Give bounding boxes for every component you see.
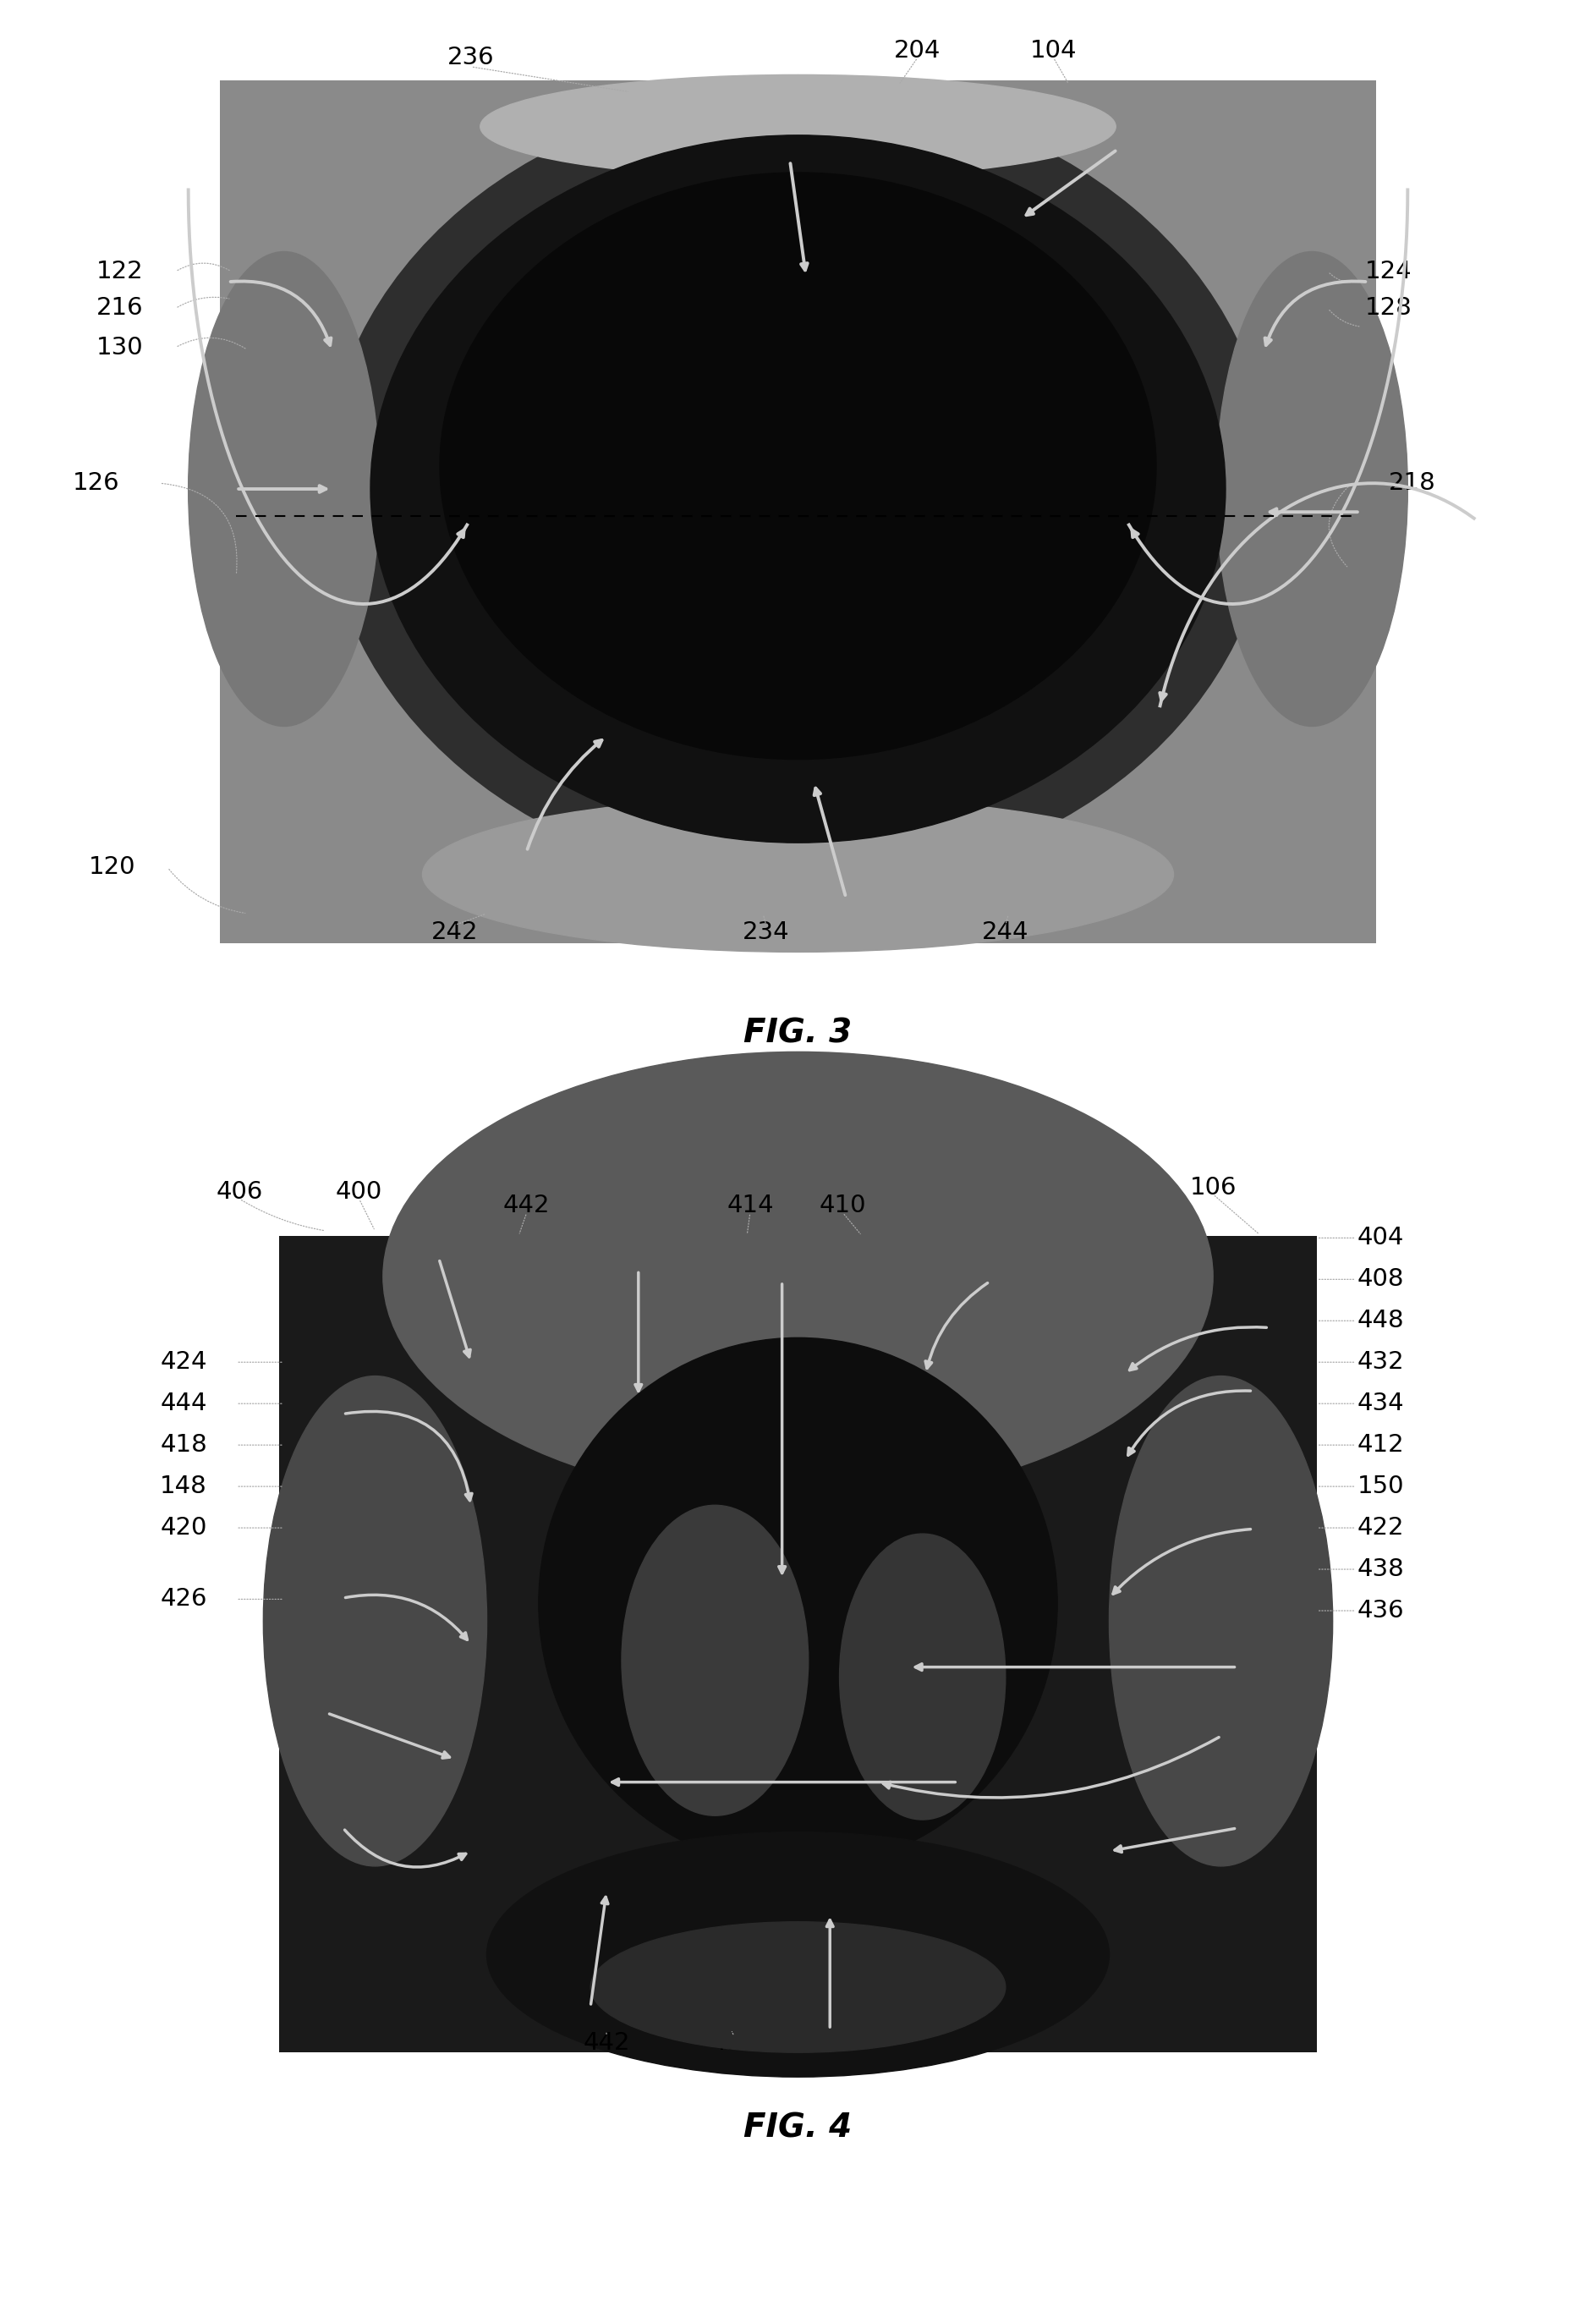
Ellipse shape [480, 76, 1116, 177]
Text: 432: 432 [1357, 1351, 1404, 1374]
Ellipse shape [324, 92, 1272, 886]
Text: 216: 216 [96, 297, 144, 320]
Text: 404: 404 [1357, 1226, 1404, 1249]
Text: 414: 414 [726, 1194, 774, 1217]
Text: 148: 148 [160, 1475, 207, 1498]
Text: 236: 236 [447, 46, 495, 69]
Bar [220, 81, 1376, 943]
Text: 416: 416 [710, 2032, 758, 2055]
Text: FIG. 4: FIG. 4 [744, 2112, 852, 2145]
Text: 448: 448 [1357, 1309, 1404, 1332]
Text: 150: 150 [1357, 1475, 1404, 1498]
Ellipse shape [383, 1052, 1213, 1500]
Text: 124: 124 [1365, 260, 1412, 283]
Text: 204: 204 [894, 39, 942, 62]
Ellipse shape [1109, 1376, 1333, 1866]
Text: 442: 442 [583, 2032, 630, 2055]
Ellipse shape [487, 1832, 1109, 2078]
Text: 120: 120 [88, 856, 136, 879]
Text: 412: 412 [1357, 1434, 1404, 1457]
Text: 130: 130 [96, 336, 144, 359]
Ellipse shape [263, 1376, 487, 1866]
Text: 104: 104 [1029, 39, 1077, 62]
Text: 126: 126 [72, 472, 120, 495]
Text: 234: 234 [742, 920, 790, 943]
Text: 244: 244 [982, 920, 1029, 943]
Ellipse shape [440, 173, 1156, 759]
Ellipse shape [839, 1535, 1005, 1820]
Text: 408: 408 [1357, 1268, 1404, 1291]
Bar [279, 1236, 1317, 2052]
Text: 122: 122 [96, 260, 144, 283]
Ellipse shape [622, 1505, 809, 1815]
Ellipse shape [423, 796, 1173, 953]
Ellipse shape [188, 251, 380, 727]
Ellipse shape [370, 136, 1226, 842]
Text: 426: 426 [160, 1588, 207, 1611]
Text: 406: 406 [215, 1180, 263, 1203]
Text: 106: 106 [1189, 1176, 1237, 1199]
Text: 410: 410 [819, 1194, 867, 1217]
Text: 400: 400 [335, 1180, 383, 1203]
Text: 434: 434 [1357, 1392, 1404, 1415]
Text: 442: 442 [503, 1194, 551, 1217]
Text: 128: 128 [1365, 297, 1412, 320]
Text: 438: 438 [1357, 1558, 1404, 1581]
Text: 418: 418 [160, 1434, 207, 1457]
Text: 422: 422 [1357, 1516, 1404, 1539]
Ellipse shape [1216, 251, 1408, 727]
Text: FIG. 3: FIG. 3 [744, 1017, 852, 1049]
Text: 218: 218 [1389, 472, 1436, 495]
Text: 420: 420 [160, 1516, 207, 1539]
Text: 242: 242 [431, 920, 479, 943]
Text: 424: 424 [160, 1351, 207, 1374]
Text: 436: 436 [1357, 1599, 1404, 1622]
Ellipse shape [591, 1921, 1005, 2052]
Text: 444: 444 [160, 1392, 207, 1415]
Ellipse shape [539, 1337, 1058, 1868]
